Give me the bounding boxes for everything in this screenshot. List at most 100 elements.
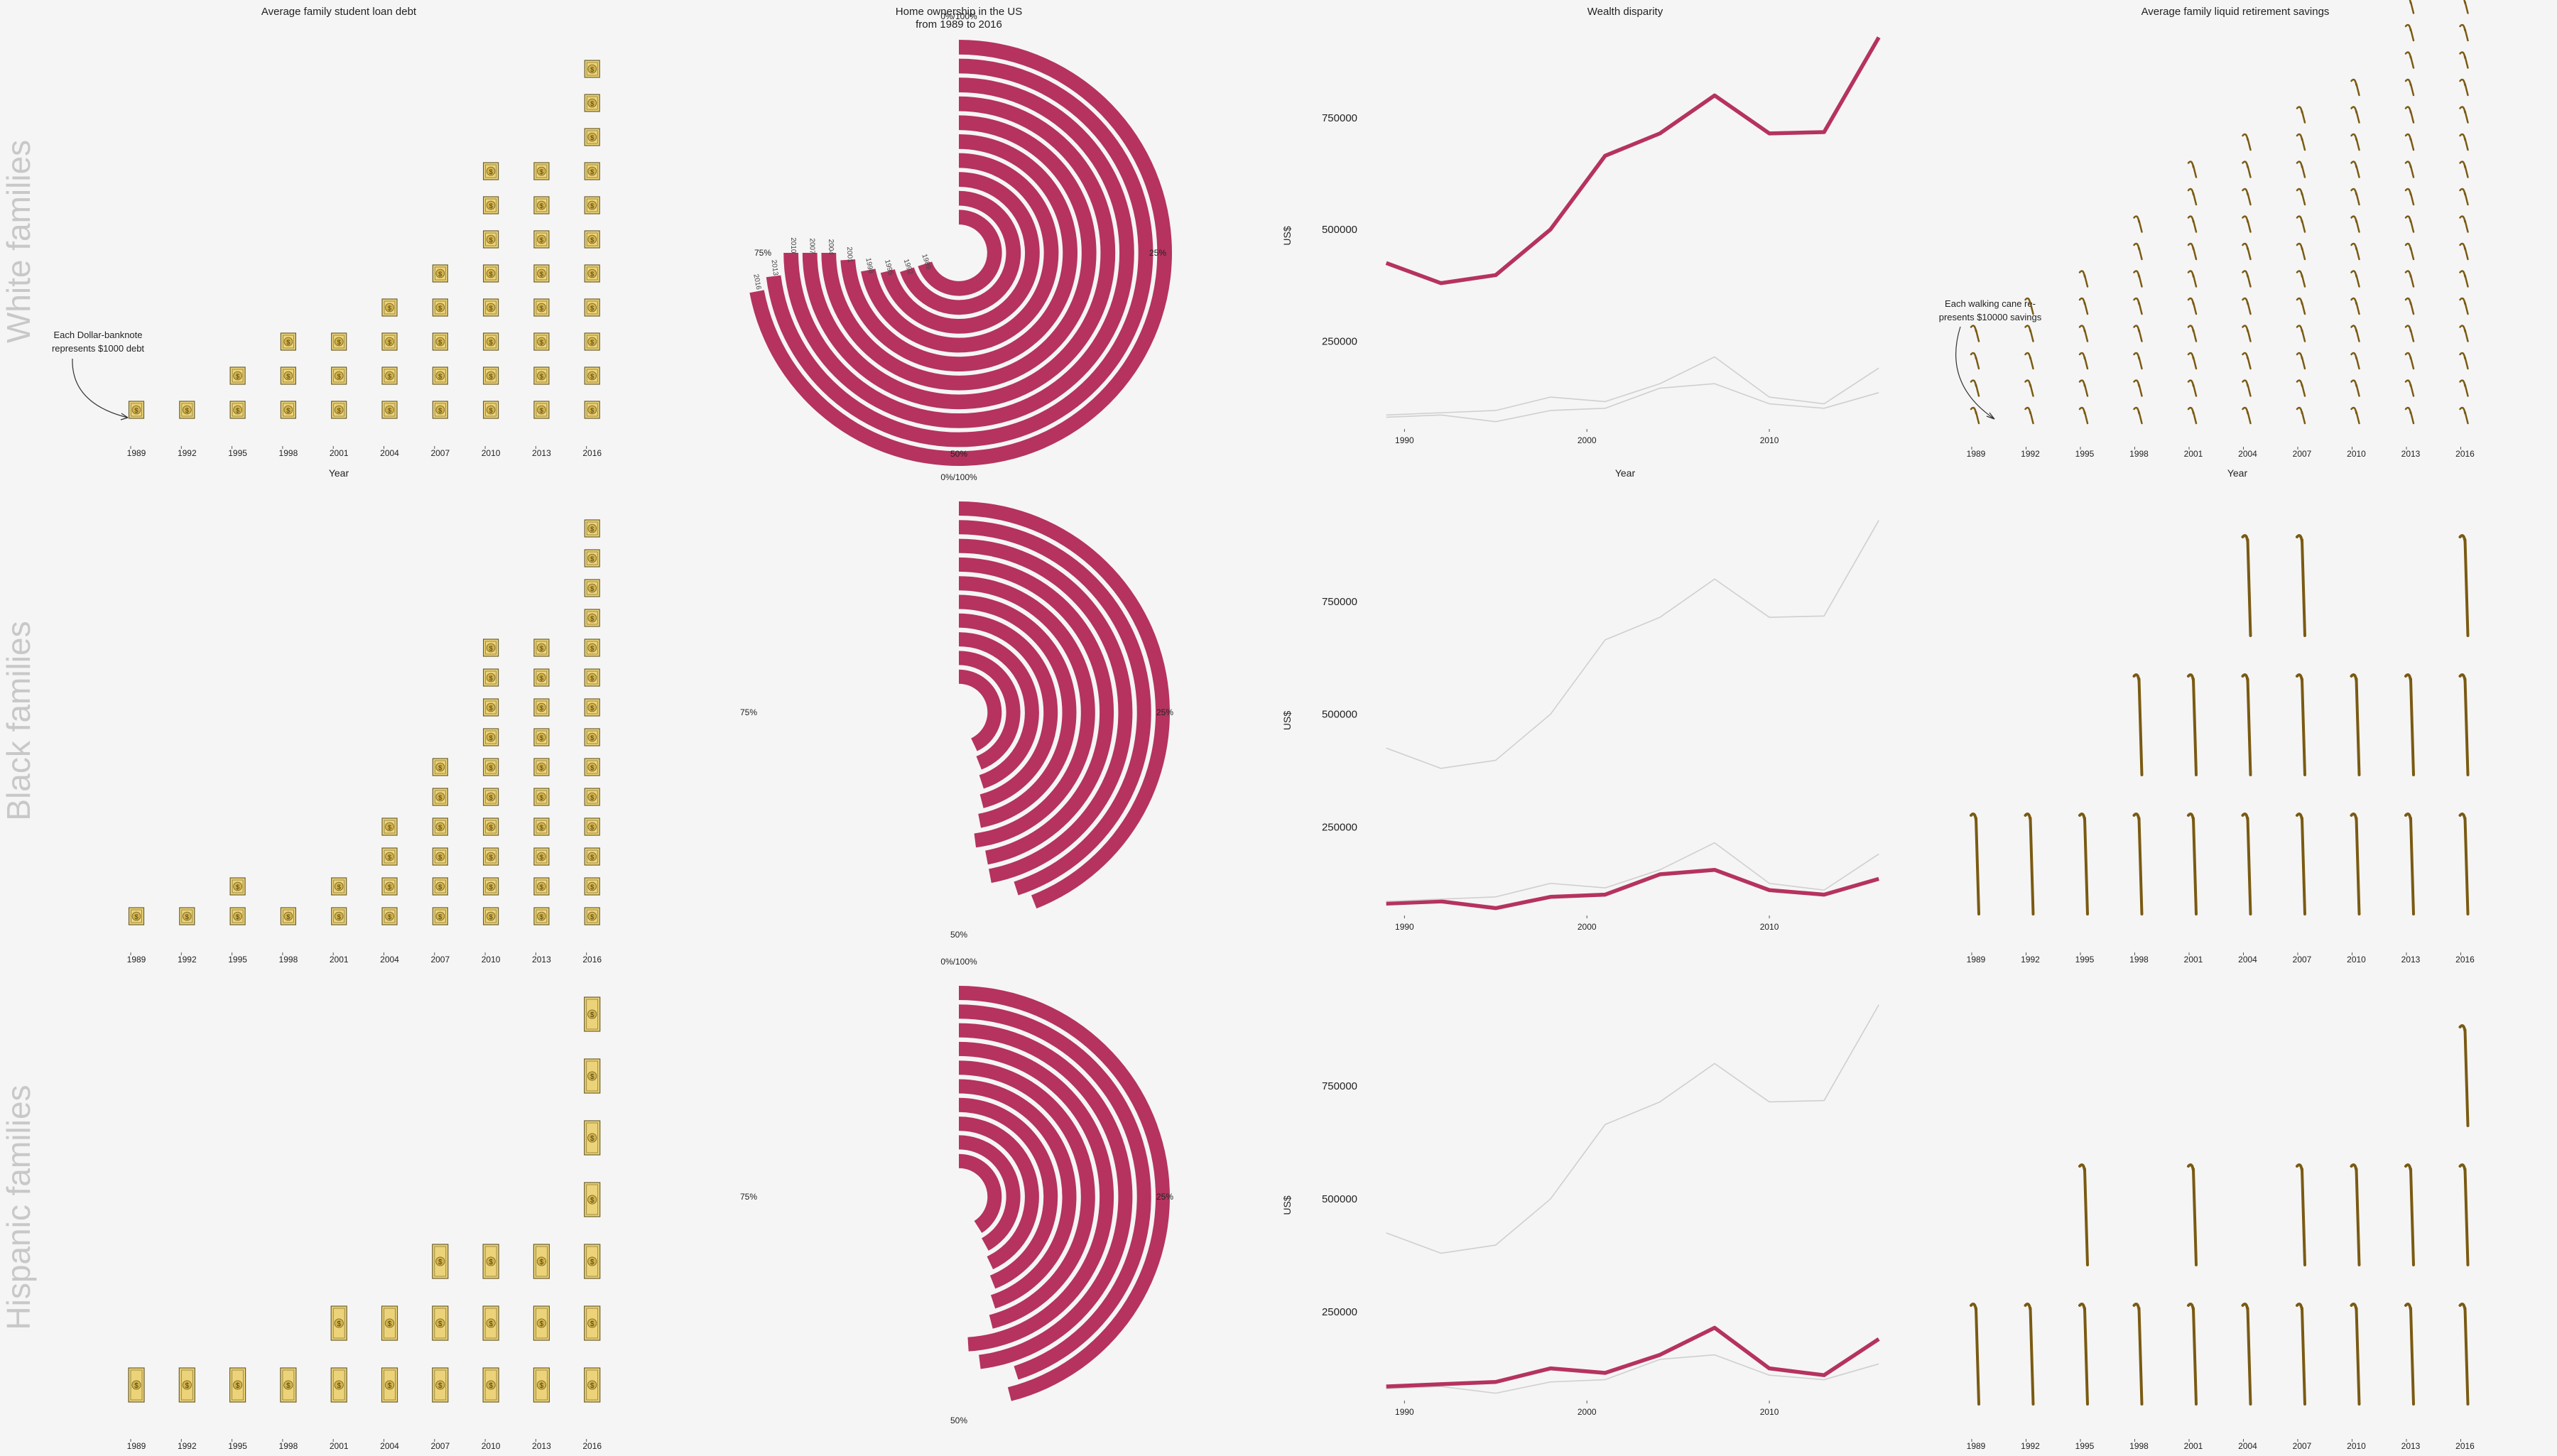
banknote-border xyxy=(181,403,193,417)
x-tick-label: 2010 xyxy=(2347,449,2366,459)
x-tick-label: 1990 xyxy=(1395,1407,1414,1417)
banknote-seal xyxy=(587,132,597,142)
banknote-seal xyxy=(587,200,597,210)
x-tick-label: 1995 xyxy=(228,448,247,458)
banknote-seal xyxy=(536,1380,546,1390)
radial-bar xyxy=(959,1135,1021,1251)
cane-handle xyxy=(2133,352,2140,360)
loan-icon: $ xyxy=(482,401,499,419)
cane-icon xyxy=(2242,133,2252,151)
cane-icon xyxy=(2296,161,2306,178)
banknote-seal xyxy=(435,762,445,772)
banknote-border xyxy=(434,300,446,315)
banknote-seal xyxy=(587,911,597,921)
radial-bar xyxy=(959,1060,1095,1329)
loan-icon: $ xyxy=(432,1244,449,1279)
banknote-dollar-sign: $ xyxy=(590,884,595,891)
banknote-seal xyxy=(435,881,445,891)
loan-annotation-arrowhead xyxy=(120,413,129,420)
banknote-border xyxy=(282,1369,295,1401)
banknote-seal xyxy=(183,405,192,415)
loan-icon: $ xyxy=(179,907,195,925)
banknote-dollar-sign: $ xyxy=(590,913,595,921)
angle-label-50: 50% xyxy=(950,930,967,940)
cane-icon xyxy=(2187,673,2198,776)
x-tick-label: 2001 xyxy=(330,1441,349,1451)
radial-bar xyxy=(959,632,1039,789)
series-line-background xyxy=(1386,356,1879,416)
cane-icon xyxy=(1970,325,1980,342)
banknote-dollar-sign: $ xyxy=(540,237,544,244)
loan-icon: $ xyxy=(381,401,398,419)
banknote-border xyxy=(384,820,396,834)
cane-handle xyxy=(2459,23,2466,32)
loan-icon: $ xyxy=(432,847,448,866)
banknote-border xyxy=(384,1369,396,1401)
cane-handle xyxy=(2241,534,2249,543)
cane-icon xyxy=(2241,534,2252,637)
cane-handle xyxy=(2404,673,2412,682)
banknote-seal xyxy=(131,911,141,921)
x-tick-label: 1998 xyxy=(279,448,298,458)
y-tick-label: 750000 xyxy=(1322,596,1357,608)
cane-icon xyxy=(2350,813,2361,916)
cane-shaft xyxy=(2463,678,2470,776)
cane-icon xyxy=(2350,242,2360,261)
y-tick-label: 500000 xyxy=(1322,1193,1357,1205)
banknote-border xyxy=(332,1369,345,1401)
banknote-dollar-sign: $ xyxy=(438,794,443,802)
cane-handle xyxy=(2132,813,2141,821)
cane-handle xyxy=(2350,242,2357,251)
banknote-border xyxy=(586,641,598,655)
banknote-dollar-sign: $ xyxy=(337,913,342,921)
banknote-seal xyxy=(283,371,293,381)
banknote-border xyxy=(586,909,598,923)
banknote-border xyxy=(536,670,548,685)
banknote-border xyxy=(536,790,548,804)
banknote-seal xyxy=(384,1380,395,1390)
cane-icon xyxy=(2459,78,2469,97)
loan-icon: $ xyxy=(482,1367,499,1403)
cane-handle xyxy=(2078,1303,2086,1311)
x-tick-label: 1989 xyxy=(127,955,146,965)
cane-handle xyxy=(2024,379,2031,387)
x-tick-label: 1998 xyxy=(279,1441,298,1451)
cane-handle xyxy=(2404,106,2412,114)
banknote-border xyxy=(232,369,244,383)
banknote-dollar-sign: $ xyxy=(489,734,493,742)
banknote-dollar-sign: $ xyxy=(489,884,493,891)
banknote-border xyxy=(586,96,598,110)
cane-handle xyxy=(2242,188,2249,196)
banknote-dollar-sign: $ xyxy=(388,1382,392,1390)
banknote-border xyxy=(586,1122,599,1153)
banknote-border xyxy=(434,909,446,923)
banknote-border xyxy=(485,909,496,923)
cane-handle xyxy=(2133,297,2140,305)
loan-icon: $ xyxy=(229,401,246,419)
cane-icon xyxy=(2463,0,2469,14)
loan-icon: $ xyxy=(482,668,499,687)
banknote-dollar-sign: $ xyxy=(590,339,595,347)
loan-icon: $ xyxy=(331,401,347,419)
banknote-seal xyxy=(435,268,445,278)
loan-icon: $ xyxy=(584,788,600,806)
banknote-seal xyxy=(587,1380,597,1390)
banknote-seal xyxy=(435,303,445,313)
angle-label-0: 0%/100% xyxy=(940,957,977,967)
loan-icon: $ xyxy=(432,401,448,419)
banknote-seal xyxy=(131,1380,141,1390)
cane-handle xyxy=(2350,106,2357,114)
loan-icon: $ xyxy=(584,1120,601,1156)
cane-handle xyxy=(2404,23,2412,32)
loan-icon: $ xyxy=(280,1367,297,1403)
banknote-border xyxy=(536,879,548,893)
loan-icon: $ xyxy=(482,230,499,249)
banknote-border xyxy=(332,1308,345,1339)
loan-icon: $ xyxy=(381,366,398,385)
cane-shaft xyxy=(2083,1168,2089,1266)
cane-handle xyxy=(2404,161,2412,168)
banknote-seal xyxy=(486,371,496,381)
banknote-seal xyxy=(587,234,597,244)
x-tick-label: 2016 xyxy=(582,448,602,458)
